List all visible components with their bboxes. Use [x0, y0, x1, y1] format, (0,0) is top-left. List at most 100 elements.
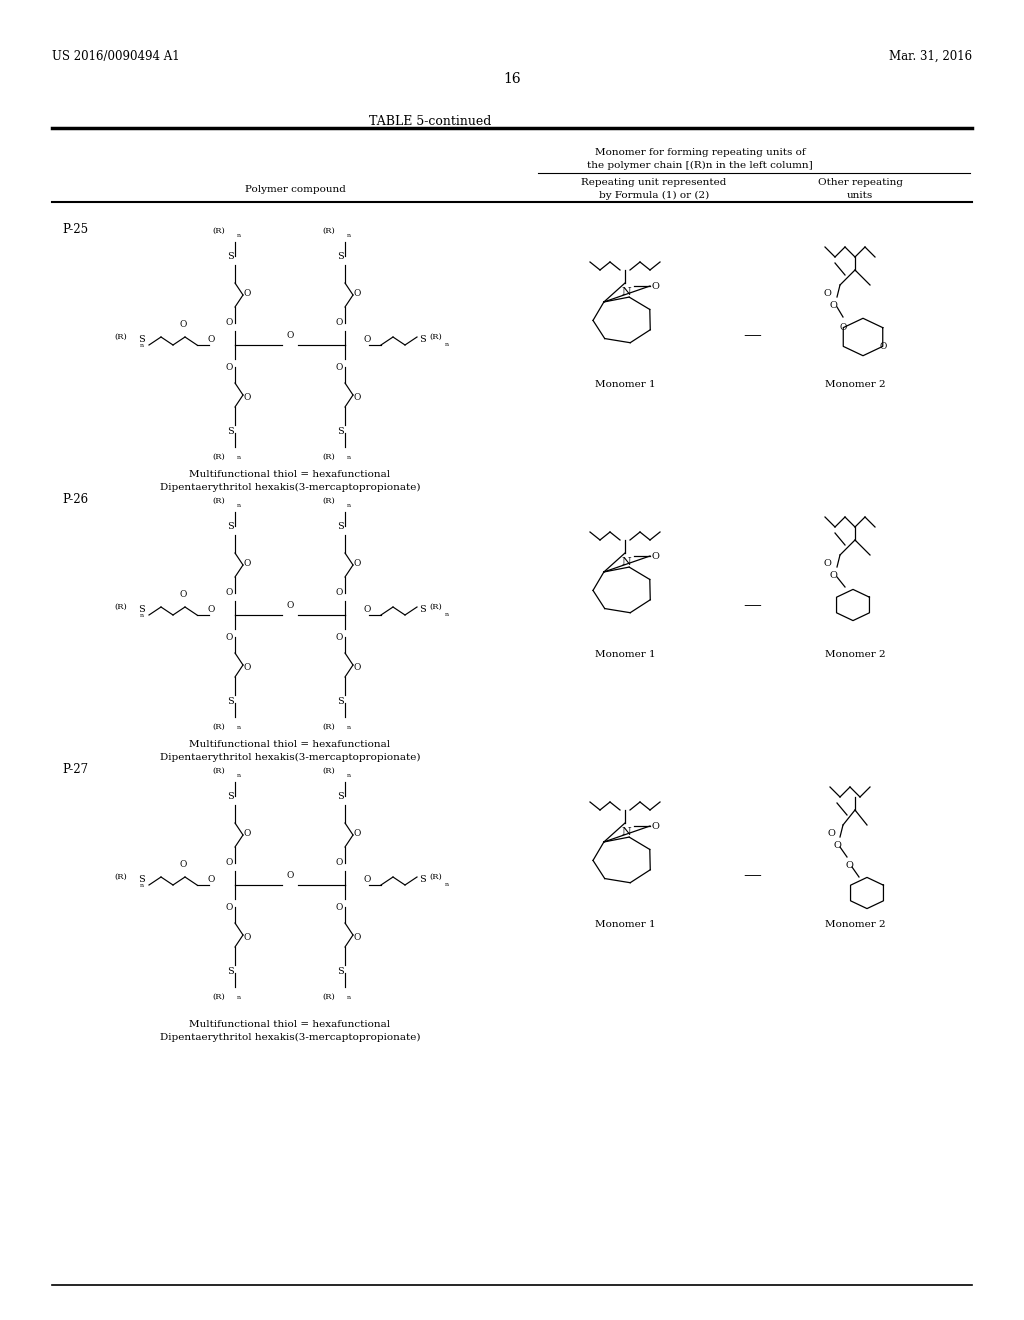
Text: (R): (R) [429, 603, 441, 611]
Text: n: n [347, 503, 351, 508]
Text: O: O [244, 558, 251, 568]
Text: O: O [829, 572, 837, 579]
Text: O: O [362, 875, 371, 884]
Text: O: O [287, 601, 294, 610]
Text: O: O [827, 829, 835, 838]
Text: O: O [244, 392, 251, 401]
Text: O: O [225, 903, 232, 912]
Text: O: O [840, 323, 847, 333]
Text: S: S [419, 875, 426, 884]
Text: (R): (R) [429, 873, 441, 880]
Text: (R): (R) [115, 873, 127, 880]
Text: (R): (R) [429, 333, 441, 341]
Text: S: S [138, 875, 145, 884]
Text: O: O [335, 903, 343, 912]
Text: Monomer 1: Monomer 1 [595, 380, 655, 389]
Text: (R): (R) [323, 227, 336, 235]
Text: S: S [226, 252, 233, 261]
Text: n: n [237, 503, 241, 508]
Text: n: n [347, 455, 351, 459]
Text: (R): (R) [323, 723, 336, 731]
Text: —: — [743, 326, 761, 345]
Text: S: S [337, 521, 343, 531]
Text: Other repeating: Other repeating [817, 178, 902, 187]
Text: (R): (R) [115, 603, 127, 611]
Text: O: O [362, 606, 371, 615]
Text: O: O [225, 587, 232, 597]
Text: S: S [419, 335, 426, 345]
Text: N: N [622, 286, 631, 297]
Text: Dipentaerythritol hexakis(3-mercaptopropionate): Dipentaerythritol hexakis(3-mercaptoprop… [160, 752, 420, 762]
Text: O: O [353, 829, 360, 837]
Text: (R): (R) [323, 498, 336, 506]
Text: P-25: P-25 [62, 223, 88, 236]
Text: (R): (R) [323, 453, 336, 461]
Text: Monomer 2: Monomer 2 [824, 649, 886, 659]
Text: O: O [845, 861, 853, 870]
Text: O: O [179, 319, 186, 329]
Text: O: O [335, 318, 343, 327]
Text: n: n [237, 455, 241, 459]
Text: O: O [208, 335, 215, 345]
Text: O: O [244, 289, 251, 297]
Text: US 2016/0090494 A1: US 2016/0090494 A1 [52, 50, 179, 63]
Text: O: O [362, 335, 371, 345]
Text: n: n [347, 774, 351, 777]
Text: O: O [335, 363, 343, 372]
Text: O: O [353, 558, 360, 568]
Text: S: S [226, 968, 233, 975]
Text: O: O [353, 392, 360, 401]
Text: S: S [226, 792, 233, 801]
Text: n: n [445, 342, 449, 347]
Text: n: n [237, 995, 241, 1001]
Text: O: O [287, 871, 294, 880]
Text: n: n [347, 234, 351, 238]
Text: P-26: P-26 [62, 492, 88, 506]
Text: O: O [335, 858, 343, 867]
Text: S: S [337, 426, 343, 436]
Text: S: S [337, 792, 343, 801]
Text: n: n [347, 995, 351, 1001]
Text: O: O [353, 663, 360, 672]
Text: O: O [225, 363, 232, 372]
Text: O: O [225, 634, 232, 642]
Text: (R): (R) [213, 723, 225, 731]
Text: O: O [834, 841, 841, 850]
Text: Polymer compound: Polymer compound [245, 185, 345, 194]
Text: O: O [335, 587, 343, 597]
Text: n: n [237, 725, 241, 730]
Text: O: O [244, 663, 251, 672]
Text: TABLE 5-continued: TABLE 5-continued [369, 115, 492, 128]
Text: by Formula (1) or (2): by Formula (1) or (2) [599, 191, 710, 201]
Text: O: O [879, 342, 887, 351]
Text: O: O [335, 634, 343, 642]
Text: O: O [244, 829, 251, 837]
Text: O: O [652, 822, 659, 832]
Text: S: S [337, 968, 343, 975]
Text: O: O [823, 289, 830, 298]
Text: O: O [353, 932, 360, 941]
Text: Monomer 1: Monomer 1 [595, 920, 655, 929]
Text: n: n [140, 612, 144, 618]
Text: Monomer 2: Monomer 2 [824, 380, 886, 389]
Text: (R): (R) [213, 767, 225, 775]
Text: n: n [140, 883, 144, 888]
Text: O: O [225, 858, 232, 867]
Text: S: S [419, 606, 426, 615]
Text: (R): (R) [115, 333, 127, 341]
Text: Monomer 2: Monomer 2 [824, 920, 886, 929]
Text: O: O [823, 558, 830, 568]
Text: n: n [445, 882, 449, 887]
Text: O: O [287, 331, 294, 341]
Text: the polymer chain [(R)n in the left column]: the polymer chain [(R)n in the left colu… [587, 161, 813, 170]
Text: (R): (R) [323, 993, 336, 1001]
Text: S: S [226, 426, 233, 436]
Text: S: S [226, 697, 233, 706]
Text: n: n [237, 234, 241, 238]
Text: O: O [652, 282, 659, 290]
Text: Repeating unit represented: Repeating unit represented [582, 178, 727, 187]
Text: (R): (R) [213, 993, 225, 1001]
Text: n: n [347, 725, 351, 730]
Text: O: O [225, 318, 232, 327]
Text: Multifunctional thiol = hexafunctional: Multifunctional thiol = hexafunctional [189, 470, 390, 479]
